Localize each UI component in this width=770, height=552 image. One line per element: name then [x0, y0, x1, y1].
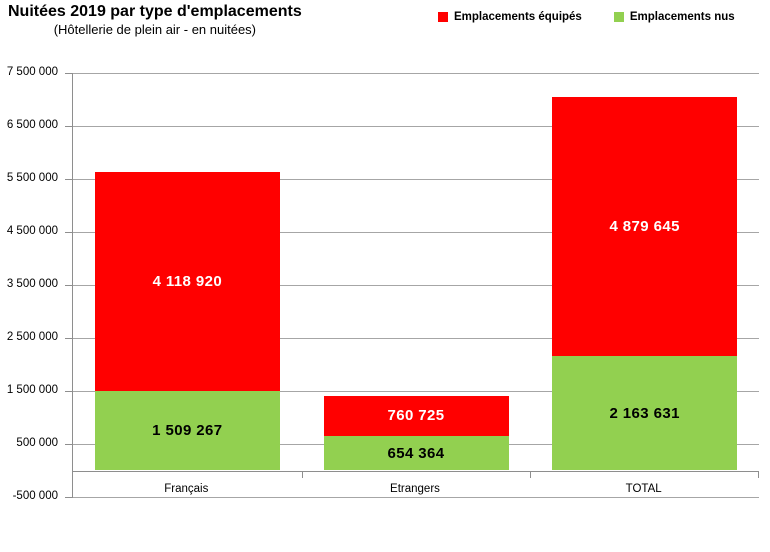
- bar-segment-nus-total: 2 163 631: [552, 355, 738, 471]
- bar-segment-nus-français: 1 509 267: [94, 390, 280, 471]
- bar-value-label: 1 509 267: [152, 421, 223, 439]
- category-tick: [758, 470, 759, 478]
- y-axis-tick: [65, 73, 73, 74]
- gridline: [73, 179, 759, 180]
- y-axis-tick: [65, 391, 73, 392]
- y-axis-label: 4 500 000: [6, 225, 58, 237]
- y-axis-label: 3 500 000: [6, 278, 58, 290]
- bar-segment-equipes-etrangers: 760 725: [323, 395, 509, 436]
- gridline: [73, 497, 759, 498]
- gridline: [73, 232, 759, 233]
- y-axis-label: 1 500 000: [6, 384, 58, 396]
- category-label-etrangers: Etrangers: [390, 482, 440, 495]
- category-label-total: TOTAL: [625, 482, 662, 495]
- y-axis-label: 500 000: [16, 437, 58, 449]
- legend-label-equipes: Emplacements équipés: [454, 11, 582, 23]
- bar-value-label: 4 879 645: [609, 218, 680, 235]
- gridline: [73, 73, 759, 74]
- chart-subtitle: (Hôtellerie de plein air - en nuitées): [53, 22, 257, 37]
- bar-value-label: 4 118 920: [152, 272, 223, 290]
- y-axis-tick: [65, 232, 73, 233]
- y-axis-tick: [65, 338, 73, 339]
- bar-value-label: 2 163 631: [609, 404, 680, 422]
- y-axis-label: 5 500 000: [6, 172, 58, 184]
- bar-value-label: 760 725: [387, 407, 445, 425]
- category-label-français: Français: [164, 482, 209, 495]
- bar-segment-nus-etrangers: 654 364: [323, 435, 509, 471]
- y-axis-tick: [65, 179, 73, 180]
- gridline: [73, 338, 759, 339]
- y-axis-tick: [65, 285, 73, 286]
- category-tick: [530, 470, 532, 478]
- legend-swatch-nus-icon: [613, 12, 624, 22]
- y-axis-tick: [65, 126, 73, 127]
- gridline: [73, 126, 759, 127]
- y-axis-label: -500 000: [12, 490, 58, 502]
- title-block: Nuitées 2019 par type d'emplacements (Hô…: [8, 2, 302, 38]
- bar-segment-equipes-total: 4 879 645: [552, 97, 738, 356]
- chart-title: Nuitées 2019 par type d'emplacements: [8, 3, 302, 20]
- legend-item-equipes: Emplacements équipés: [438, 11, 582, 23]
- legend: Emplacements équipés Emplacements nus: [438, 11, 735, 23]
- x-axis-labels: Français Etrangers TOTAL: [72, 482, 758, 498]
- y-axis-label: 7 500 000: [6, 66, 58, 78]
- plot-area: 1 509 267 4 118 920 654 364 760 725 2 163 63…: [65, 73, 759, 498]
- bar-segment-equipes-français: 4 118 920: [94, 172, 280, 391]
- y-axis-labels: 7 500 000 6 500 000 5 500 000 4 500 000 3 50…: [0, 0, 58, 552]
- category-tick: [301, 470, 303, 478]
- y-axis-label: 6 500 000: [6, 119, 58, 131]
- y-axis-label: 2 500 000: [6, 331, 58, 343]
- gridline: [73, 285, 759, 286]
- bar-value-label: 654 364: [387, 444, 445, 462]
- legend-swatch-equipes-icon: [438, 12, 448, 22]
- gridline: [73, 391, 759, 392]
- x-axis-line: [73, 470, 759, 472]
- legend-label-nus: Emplacements nus: [629, 11, 735, 23]
- y-axis-tick: [65, 497, 73, 498]
- y-axis-tick: [65, 444, 73, 445]
- legend-item-nus: Emplacements nus: [613, 11, 735, 23]
